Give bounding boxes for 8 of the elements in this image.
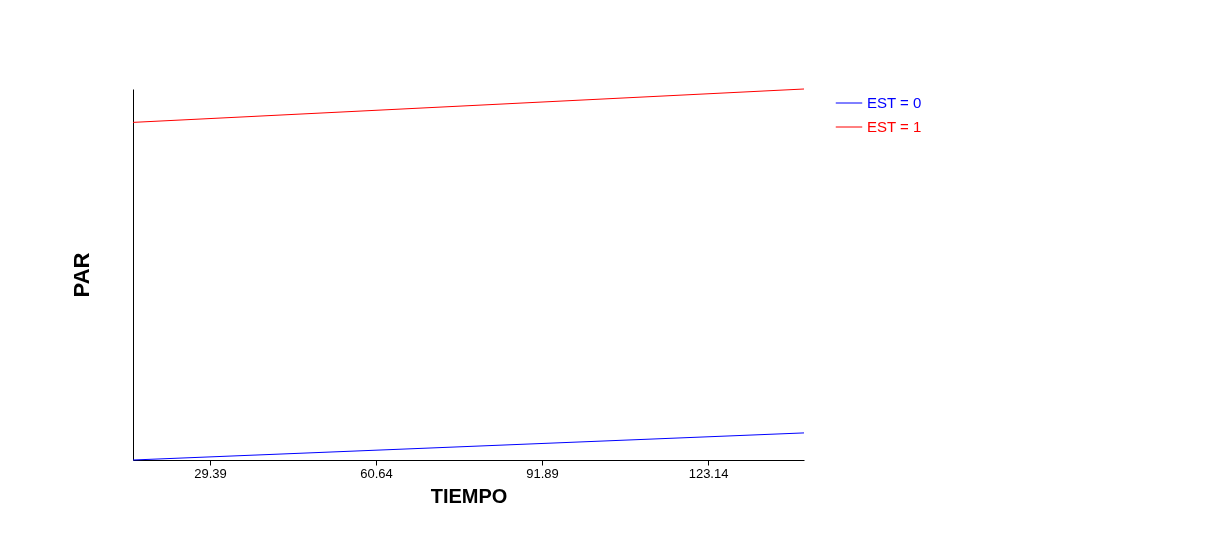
x-tick-label: 91.89 bbox=[526, 465, 559, 481]
x-tick-label: 60.64 bbox=[360, 465, 393, 481]
x-tick-label: 29.39 bbox=[194, 465, 227, 481]
legend-label: EST = 1 bbox=[867, 118, 922, 135]
legend-label: EST = 0 bbox=[867, 94, 922, 111]
x-axis-title: TIEMPO bbox=[430, 484, 508, 507]
x-tick-label: 123.14 bbox=[688, 465, 729, 481]
y-axis-title: PAR bbox=[68, 252, 94, 298]
